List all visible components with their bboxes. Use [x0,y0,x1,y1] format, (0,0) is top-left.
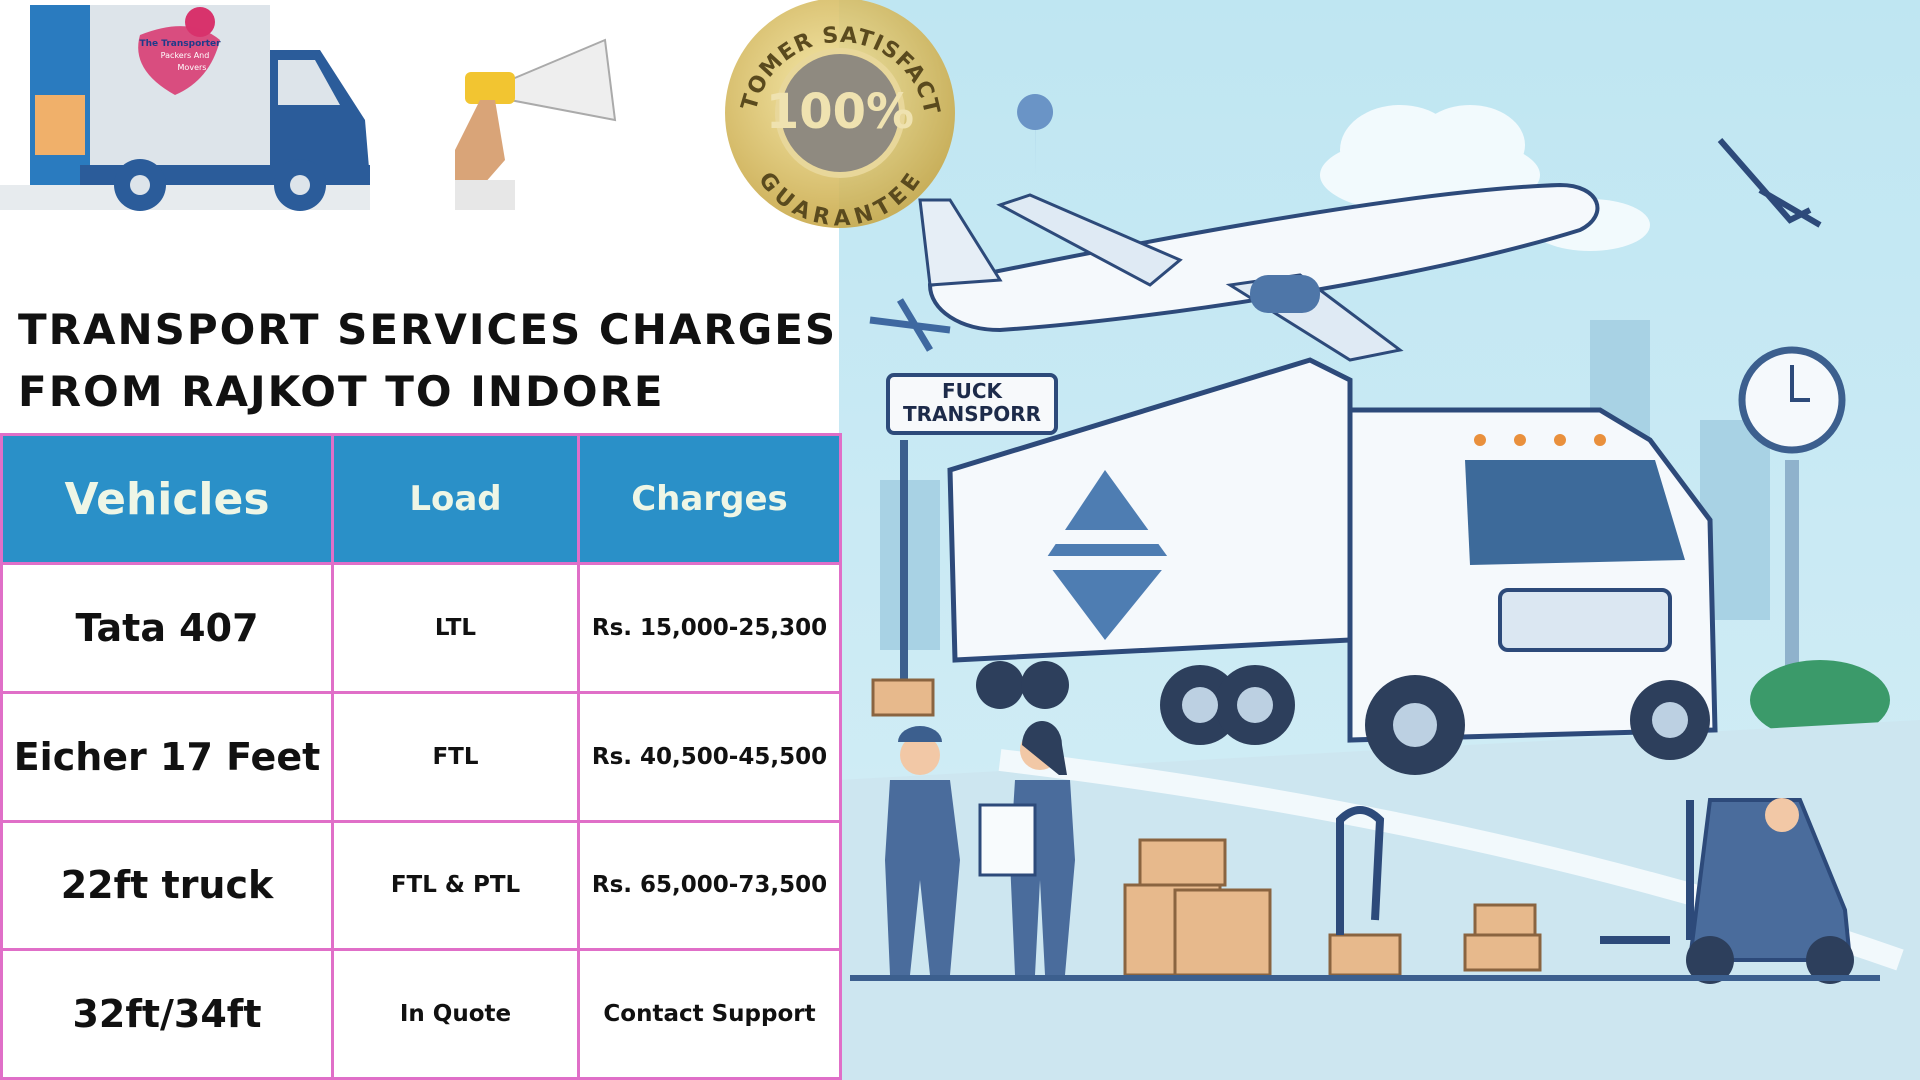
column-header: Load [331,433,580,565]
table-cell: FTL [331,690,580,823]
table-cell: In Quote [331,948,580,1080]
title-line: TRANSPORT SERVICES CHARGES [18,305,838,354]
sign-text: TRANSPORR [903,402,1041,426]
table-cell: Rs. 15,000-25,300 [577,562,842,694]
sign-text: FUCK [942,379,1004,403]
table-cell: 32ft/34ft [0,948,334,1080]
workers [885,721,1075,975]
header-row: Vehicles Load Charges [0,433,842,565]
table-body: Tata 407 LTL Rs. 15,000-25,300 Eicher 17 Fe… [0,562,842,1080]
table-row: 22ft truck FTL & PTL Rs. 65,000-73,500 [0,819,842,952]
title-line: FROM RAJKOT TO INDORE [18,367,665,416]
table-cell: Eicher 17 Feet [0,690,334,823]
truck [947,357,1718,775]
logo-text: Movers [178,63,207,72]
table-cell: 22ft truck [0,819,334,952]
airplane [918,182,1600,362]
table-cell: FTL & PTL [331,819,580,952]
column-header: Charges [577,433,842,565]
table-cell: LTL [331,562,580,694]
forklift [1600,798,1854,984]
charges-table: Vehicles Load Charges Tata 407 LTL Rs. 15,00… [0,433,842,1080]
table-row: 32ft/34ft In Quote Contact Support [0,948,842,1080]
logo-truck: The Transporter Packers And Movers [0,5,370,211]
logo-text: Packers And [161,51,210,60]
table-row: Tata 407 LTL Rs. 15,000-25,300 [0,562,842,694]
table-cell: Contact Support [577,948,842,1080]
badge-center: 100% [766,84,914,140]
column-header: Vehicles [0,433,334,565]
logo-text: The Transporter [139,39,221,49]
megaphone [455,38,617,210]
table-row: Eicher 17 Feet FTL Rs. 40,500-45,500 [0,690,842,823]
table-cell: Rs. 65,000-73,500 [577,819,842,952]
table-cell: Tata 407 [0,562,334,694]
illustration: FUCK TRANSPORR [839,0,1920,1080]
sign [886,373,1058,435]
table-cell: Rs. 40,500-45,500 [577,690,842,823]
